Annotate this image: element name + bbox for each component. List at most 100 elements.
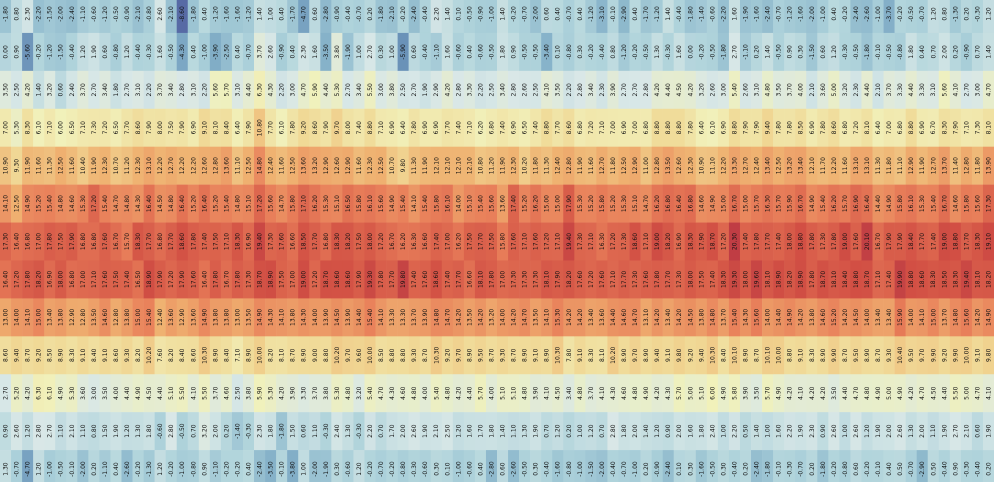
cell-value-label: 14.60 <box>621 309 628 326</box>
cell-value-label: 1.20 <box>555 424 562 438</box>
cell-value-label: 6.80 <box>488 121 495 135</box>
heatmap-cell <box>751 412 763 451</box>
heatmap-cell <box>132 336 144 375</box>
cell-value-label: -2.20 <box>720 6 727 22</box>
heatmap-cell <box>474 146 487 185</box>
cell-value-label: 4.20 <box>25 386 32 400</box>
cell-value-label: 17.90 <box>897 233 904 250</box>
cell-value-label: -1.30 <box>146 461 153 477</box>
heatmap-cell <box>519 374 531 413</box>
heatmap-cell <box>883 374 895 413</box>
cell-value-label: 18.80 <box>952 233 959 250</box>
heatmap-cell <box>618 412 630 451</box>
heatmap-cell <box>176 108 189 147</box>
heatmap-cell <box>861 0 873 34</box>
heatmap-cell <box>762 298 774 337</box>
cell-value-label: 6.40 <box>698 121 705 135</box>
heatmap-cell <box>839 32 851 72</box>
heatmap-cell <box>485 0 498 34</box>
heatmap-cell <box>121 146 133 185</box>
heatmap-cell <box>276 374 288 413</box>
cell-value-label: 18.40 <box>842 271 849 288</box>
heatmap-cell <box>894 32 906 72</box>
heatmap-cell <box>927 0 940 34</box>
cell-value-label: -0.20 <box>588 44 595 60</box>
heatmap-cell <box>563 450 575 482</box>
heatmap-cell <box>927 412 940 451</box>
cell-value-label: 6.40 <box>875 121 882 135</box>
cell-value-label: 3.80 <box>323 386 330 400</box>
heatmap-cell <box>231 374 244 413</box>
heatmap-cell <box>353 374 365 413</box>
cell-value-label: 6.30 <box>36 386 43 400</box>
cell-value-label: 1.80 <box>908 45 915 59</box>
cell-value-label: 2.70 <box>91 83 98 97</box>
heatmap-cell <box>552 222 564 261</box>
heatmap-cell <box>320 298 332 337</box>
cell-value-label: 13.50 <box>533 309 540 326</box>
heatmap-cell <box>927 450 940 482</box>
heatmap-cell <box>949 298 962 337</box>
heatmap-cell <box>861 336 873 375</box>
cell-value-label: -1.10 <box>80 6 87 22</box>
cell-value-label: 4.70 <box>974 386 981 400</box>
cell-value-label: -0.30 <box>842 44 849 60</box>
heatmap-cell <box>320 222 332 261</box>
cell-value-label: 2.60 <box>897 424 904 438</box>
heatmap-cell <box>695 184 708 223</box>
cell-value-label: 2.70 <box>731 45 738 59</box>
heatmap-cell <box>220 184 233 223</box>
heatmap-cell <box>353 450 365 482</box>
cell-value-label: 15.70 <box>124 233 131 250</box>
heatmap-cell <box>949 450 962 482</box>
cell-value-label: 6.10 <box>36 121 43 135</box>
heatmap-cell <box>66 260 78 299</box>
cell-value-label: -0.10 <box>610 6 617 22</box>
cell-value-label: 1.80 <box>268 424 275 438</box>
cell-value-label: 16.80 <box>91 233 98 250</box>
cell-value-label: 19.10 <box>985 233 992 250</box>
heatmap-cell <box>88 450 100 482</box>
cell-value-label: 15.60 <box>268 195 275 212</box>
heatmap-cell <box>762 32 774 72</box>
cell-value-label: 17.80 <box>212 271 219 288</box>
cell-value-label: 10.00 <box>367 347 374 364</box>
cell-value-label: 5.40 <box>367 386 374 400</box>
cell-value-label: -0.10 <box>279 461 286 477</box>
heatmap-cell <box>927 374 940 413</box>
cell-value-label: 17.00 <box>36 233 43 250</box>
cell-value-label: -0.30 <box>323 423 330 439</box>
heatmap-cell <box>198 32 211 72</box>
cell-value-label: 3.80 <box>389 83 396 97</box>
cell-value-label: 9.10 <box>102 348 109 362</box>
cell-value-label: 0.30 <box>577 45 584 59</box>
heatmap-cell <box>850 70 862 110</box>
heatmap-cell <box>706 412 719 451</box>
cell-value-label: -2.40 <box>665 461 672 477</box>
heatmap-cell <box>640 70 652 110</box>
heatmap-cell <box>386 108 398 147</box>
heatmap-cell <box>342 260 354 299</box>
heatmap-cell <box>176 0 189 34</box>
heatmap-cell <box>574 32 586 72</box>
cell-value-label: 17.60 <box>599 271 606 288</box>
cell-value-label: 9.70 <box>345 348 352 362</box>
cell-value-label: 16.80 <box>157 233 164 250</box>
cell-value-label: 18.40 <box>908 233 915 250</box>
cell-value-label: 1.00 <box>577 424 584 438</box>
cell-value-label: -0.50 <box>168 44 175 60</box>
heatmap-cell <box>11 374 23 413</box>
heatmap-cell <box>806 374 818 413</box>
cell-value-label: 17.70 <box>919 233 926 250</box>
heatmap-cell <box>88 184 100 223</box>
heatmap-cell <box>563 32 575 72</box>
cell-value-label: 9.40 <box>698 348 705 362</box>
cell-value-label: 16.20 <box>312 195 319 212</box>
heatmap-cell <box>607 260 619 299</box>
heatmap-cell <box>607 32 619 72</box>
cell-value-label: 11.60 <box>69 157 76 174</box>
cell-value-label: 0.40 <box>555 7 562 21</box>
cell-value-label: 13.00 <box>3 309 10 326</box>
heatmap-cell <box>739 108 752 147</box>
heatmap-cell <box>88 412 100 451</box>
